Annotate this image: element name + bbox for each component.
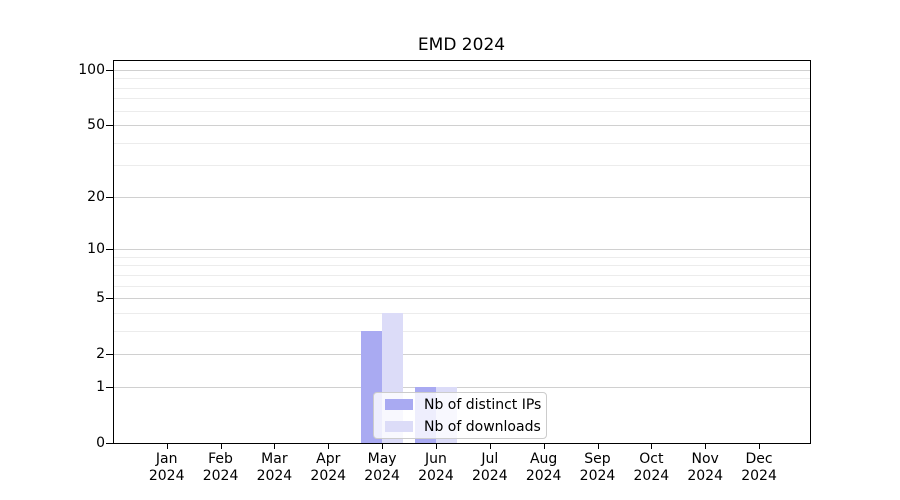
y-tick-label: 20 (87, 188, 105, 205)
x-tick-year: 2024 (310, 468, 347, 484)
x-tick-month: Aug (529, 451, 558, 467)
y-tick-label: 5 (96, 290, 105, 307)
x-tick-label: Nov 2024 (673, 451, 737, 485)
x-tick-mark (759, 443, 761, 449)
major-gridline (113, 70, 810, 71)
minor-gridline (113, 274, 810, 276)
left-spine (113, 60, 114, 444)
x-tick-mark (435, 443, 437, 449)
right-spine (810, 60, 811, 444)
x-tick-year: 2024 (148, 468, 185, 484)
x-tick-label: Jul 2024 (458, 451, 522, 485)
legend: Nb of distinct IPs Nb of downloads (373, 392, 547, 439)
x-tick-month: Jun (425, 451, 447, 467)
x-tick-mark (274, 443, 276, 449)
x-tick-mark (705, 443, 707, 449)
x-tick-label: Oct 2024 (619, 451, 683, 485)
y-tick-mark (106, 354, 113, 356)
x-tick-mark (651, 443, 653, 449)
x-tick-label: Dec 2024 (727, 451, 791, 485)
bottom-spine (113, 443, 810, 444)
x-tick-month: Apr (316, 451, 341, 467)
legend-entry-downloads: Nb of downloads (385, 420, 546, 434)
legend-label-distinct-ips: Nb of distinct IPs (424, 396, 542, 413)
x-tick-month: Jan (155, 451, 178, 467)
minor-gridline (113, 256, 810, 258)
x-tick-mark (597, 443, 599, 449)
x-tick-month: Jul (481, 451, 499, 467)
y-tick-mark (106, 298, 113, 300)
legend-swatch-distinct-ips-icon (385, 399, 413, 410)
x-tick-year: 2024 (633, 468, 670, 484)
x-tick-year: 2024 (364, 468, 400, 484)
legend-entry-distinct-ips: Nb of distinct IPs (385, 398, 546, 412)
x-tick-month: Feb (208, 451, 233, 467)
x-tick-year: 2024 (471, 468, 508, 484)
top-spine (113, 60, 810, 61)
plot-area (113, 60, 810, 443)
major-gridline (113, 354, 810, 356)
x-tick-month: Dec (745, 451, 773, 467)
y-tick-mark (106, 196, 113, 198)
minor-gridline (113, 330, 810, 332)
y-tick-label: 2 (96, 346, 105, 363)
y-tick-label: 50 (87, 117, 105, 134)
x-tick-year: 2024 (202, 468, 239, 484)
x-tick-mark (328, 443, 330, 449)
x-tick-month: Mar (261, 451, 288, 467)
legend-swatch-downloads-icon (385, 421, 413, 432)
minor-gridline (113, 265, 810, 267)
minor-gridline (113, 285, 810, 287)
major-gridline (113, 125, 810, 127)
y-tick-label: 10 (87, 241, 105, 258)
major-gridline (113, 386, 810, 388)
x-tick-label: Feb 2024 (189, 451, 253, 485)
x-tick-month: Sep (584, 451, 611, 467)
minor-gridline (113, 87, 810, 89)
y-tick-mark (106, 443, 113, 444)
y-tick-mark (106, 125, 113, 127)
minor-gridline (113, 165, 810, 167)
x-tick-mark (382, 443, 384, 449)
legend-label-downloads: Nb of downloads (424, 418, 541, 435)
major-gridline (113, 196, 810, 198)
x-tick-month: May (367, 451, 397, 467)
y-tick-mark (106, 386, 113, 388)
y-tick-mark (106, 249, 113, 251)
x-tick-label: May 2024 (350, 451, 414, 485)
x-tick-mark (543, 443, 545, 449)
y-tick-label: 0 (96, 435, 105, 451)
x-tick-year: 2024 (741, 468, 777, 484)
x-tick-label: Mar 2024 (242, 451, 306, 485)
x-tick-year: 2024 (525, 468, 562, 484)
y-tick-mark (106, 70, 113, 71)
x-tick-label: Jan 2024 (135, 451, 199, 485)
x-tick-label: Jun 2024 (404, 451, 468, 485)
x-tick-year: 2024 (256, 468, 293, 484)
x-tick-month: Oct (639, 451, 664, 467)
chart-title: EMD 2024 (417, 35, 506, 55)
x-tick-mark (166, 443, 168, 449)
minor-gridline (113, 142, 810, 144)
x-tick-year: 2024 (687, 468, 723, 484)
x-tick-label: Apr 2024 (296, 451, 360, 485)
x-tick-year: 2024 (579, 468, 616, 484)
x-tick-mark (220, 443, 222, 449)
x-tick-mark (489, 443, 491, 449)
minor-gridline (113, 98, 810, 100)
major-gridline (113, 249, 810, 251)
x-tick-label: Aug 2024 (512, 451, 576, 485)
x-tick-year: 2024 (418, 468, 454, 484)
major-gridline (113, 298, 810, 300)
x-tick-label: Sep 2024 (566, 451, 630, 485)
minor-gridline (113, 312, 810, 314)
x-tick-month: Nov (691, 451, 719, 467)
minor-gridline (113, 110, 810, 112)
y-tick-label: 100 (78, 62, 105, 78)
minor-gridline (113, 78, 810, 80)
y-tick-label: 1 (96, 378, 105, 395)
